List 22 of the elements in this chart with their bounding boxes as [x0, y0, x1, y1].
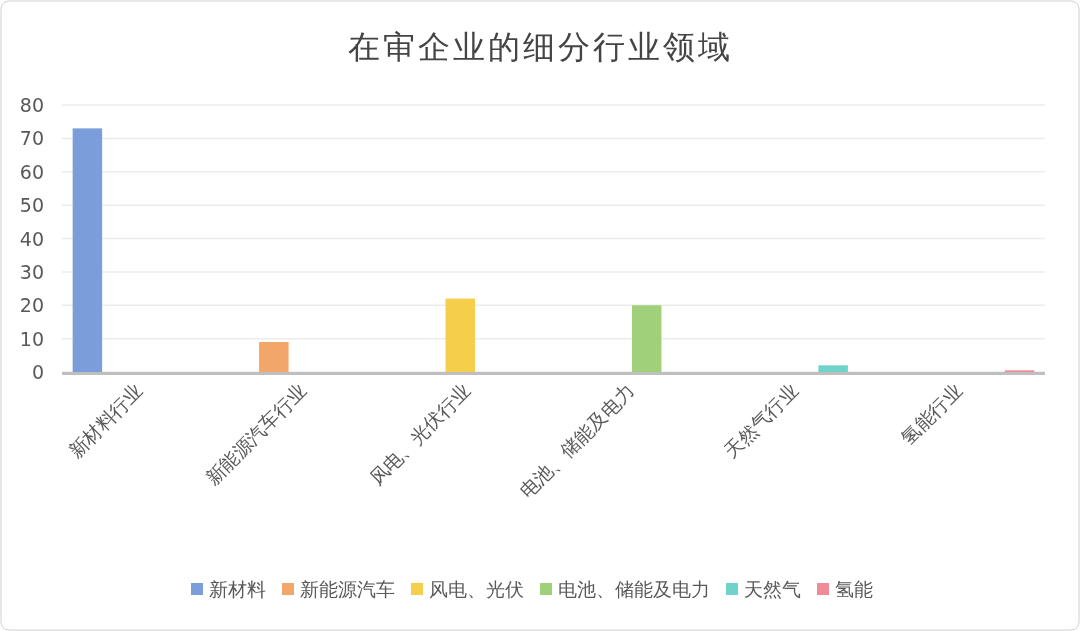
x-tick-label: 天然气行业: [719, 379, 803, 462]
legend-label: 氢能: [835, 578, 873, 600]
legend-label: 天然气: [744, 578, 801, 600]
x-tick-label: 风电、光伏行业: [364, 379, 475, 489]
y-tick-label: 70: [19, 127, 44, 150]
x-tick-label: 电池、储能及电力: [515, 379, 639, 503]
x-tick-label: 氢能行业: [896, 379, 966, 449]
y-tick-label: 50: [19, 194, 44, 217]
y-tick-label: 80: [19, 94, 44, 116]
legend-label: 新材料: [209, 578, 266, 600]
legend-label: 风电、光伏: [429, 578, 524, 600]
legend-label: 新能源汽车: [300, 578, 395, 600]
chart-title: 在审企业的细分行业领域: [347, 28, 733, 66]
y-tick-label: 10: [19, 327, 44, 350]
y-tick-label: 40: [19, 227, 44, 250]
y-tick-label: 30: [19, 260, 44, 283]
x-tick-label: 新材料行业: [64, 379, 147, 462]
y-tick-label: 60: [19, 160, 44, 183]
y-tick-label: 20: [19, 294, 44, 317]
legend-label: 电池、储能及电力: [558, 578, 710, 600]
y-tick-label: 0: [31, 361, 44, 383]
x-tick-label: 新能源汽车行业: [200, 379, 311, 489]
